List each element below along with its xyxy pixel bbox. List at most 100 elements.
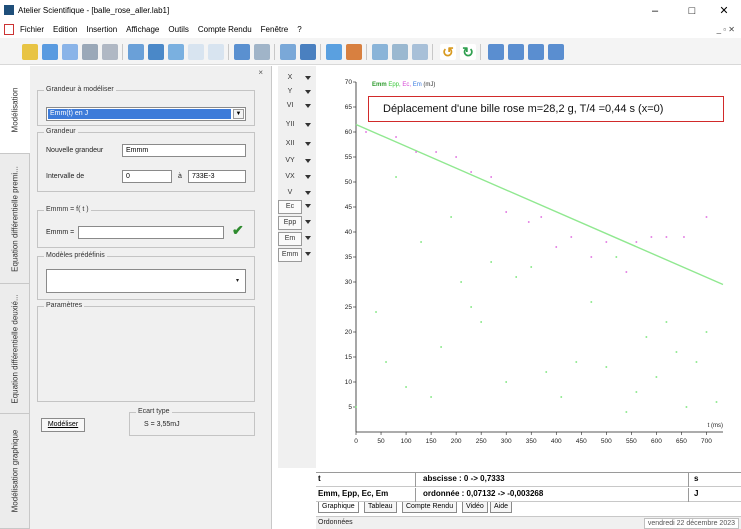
window4-icon[interactable] [548, 44, 564, 60]
tab-modelisation[interactable]: Modélisation [0, 66, 30, 154]
chevron-down-icon[interactable] [305, 104, 311, 108]
undo-icon[interactable]: ↺ [440, 44, 456, 60]
menu-insertion[interactable]: Insertion [86, 25, 118, 34]
epp-point [480, 321, 482, 323]
chevron-down-icon[interactable] [305, 76, 311, 80]
variable-emm[interactable]: Emm [278, 248, 316, 262]
minimize-button[interactable]: – [651, 5, 659, 17]
variable-vx[interactable]: VX [278, 171, 316, 185]
chevron-down-icon[interactable] [305, 236, 311, 240]
tab-video[interactable]: Vidéo [462, 502, 488, 513]
open-icon[interactable] [22, 44, 38, 60]
tool-icon[interactable] [346, 44, 362, 60]
epp-point [545, 371, 548, 373]
modeliser-button[interactable]: Modéliser [41, 418, 85, 432]
tab-equation-premier-ordre[interactable]: Equation différentielle premi... [0, 154, 30, 284]
chevron-down-icon[interactable] [305, 204, 311, 208]
chart-svg[interactable]: 0 50 100 150 200 250 300 350 400 450 500 550 600 650 7… [318, 66, 741, 468]
y-range: ordonnée : 0,07132 -> -0,003268 [423, 489, 544, 498]
menu-compte-rendu[interactable]: Compte Rendu [197, 25, 252, 34]
equation-group: Emmm = f( t ) Emmm = ✔ [37, 206, 255, 248]
graph-icon[interactable] [148, 44, 164, 60]
menu-fenetre[interactable]: Fenêtre [260, 25, 289, 34]
tab-tableau[interactable]: Tableau [364, 502, 397, 513]
window2-icon[interactable] [508, 44, 524, 60]
chevron-down-icon[interactable] [305, 252, 311, 256]
equation-field[interactable] [78, 226, 224, 239]
table-icon[interactable] [234, 44, 250, 60]
menu-edition[interactable]: Edition [53, 25, 78, 34]
close-button[interactable]: ✕ [719, 5, 729, 17]
list-icon[interactable] [300, 44, 316, 60]
refresh-icon[interactable]: ↻ [460, 44, 476, 60]
y-tick-label: 25 [345, 304, 353, 311]
chevron-down-icon[interactable] [305, 159, 311, 163]
integrate-icon[interactable] [208, 44, 224, 60]
derive-icon[interactable] [188, 44, 204, 60]
mdi-controls[interactable]: _ ▫ ✕ [716, 25, 735, 34]
chart-icon[interactable] [280, 44, 296, 60]
status-bar: Ordonnées Ab vendredi 22 décembre 2023 [316, 516, 741, 529]
y-tick-label: 35 [345, 254, 353, 261]
window3-icon[interactable] [528, 44, 544, 60]
chevron-down-icon[interactable] [305, 123, 311, 127]
ec-point [605, 241, 608, 243]
variable-ec[interactable]: Ec [278, 200, 316, 214]
chevron-down-icon[interactable] [305, 191, 311, 195]
grid-icon[interactable] [254, 44, 270, 60]
menu-outils[interactable]: Outils [168, 25, 189, 34]
ec-point [505, 211, 508, 213]
chevron-down-icon[interactable] [305, 220, 311, 224]
tab-aide[interactable]: Aide [490, 502, 513, 513]
chevron-down-icon[interactable] [305, 142, 311, 146]
variable-xii[interactable]: XII [278, 138, 316, 152]
maximize-button[interactable]: □ [688, 5, 696, 17]
variable-x[interactable]: X [278, 72, 316, 86]
chevron-down-icon[interactable]: ▼ [233, 109, 244, 119]
save-icon[interactable] [62, 44, 78, 60]
ec-point [527, 221, 530, 223]
document-icon[interactable] [4, 24, 14, 35]
menu-fichier[interactable]: Fichier [20, 25, 45, 34]
chevron-down-icon[interactable] [305, 175, 311, 179]
predefined-select[interactable] [46, 269, 246, 293]
new-icon[interactable] [42, 44, 58, 60]
variable-v[interactable]: V [278, 187, 316, 201]
variable-vy[interactable]: VY [278, 155, 316, 169]
ec-point [625, 271, 628, 273]
chevron-down-icon[interactable]: ▾ [236, 278, 240, 284]
video-icon[interactable] [372, 44, 388, 60]
grandeur-select[interactable]: Emm(t) en J ▼ [46, 107, 246, 121]
chevron-down-icon[interactable] [305, 90, 311, 94]
nouvelle-grandeur-field[interactable]: Emmm [122, 144, 246, 157]
menu-affichage[interactable]: Affichage [126, 25, 160, 34]
tab-equation-deuxieme-ordre[interactable]: Equation différentielle deuxié... [0, 284, 30, 414]
panel-close-icon[interactable]: × [258, 68, 263, 77]
x-tick-label: 0 [354, 438, 358, 445]
graph-area[interactable]: 0 50 100 150 200 250 300 350 400 450 500 550 600 650 7… [318, 66, 741, 468]
fit-icon[interactable] [168, 44, 184, 60]
variable-y[interactable]: Y [278, 86, 316, 100]
curve-icon[interactable] [128, 44, 144, 60]
window1-icon[interactable] [488, 44, 504, 60]
intervalle-from-field[interactable]: 0 [122, 170, 172, 183]
measure-icon[interactable] [392, 44, 408, 60]
epp-point [470, 306, 472, 308]
tab-graphique[interactable]: Graphique [318, 502, 359, 513]
print-icon[interactable] [82, 44, 98, 60]
menu-help[interactable]: ? [297, 25, 302, 34]
tab-modelisation-graphique[interactable]: Modélisation graphique [0, 414, 30, 529]
tab-compte-rendu[interactable]: Compte Rendu [402, 502, 458, 513]
intervalle-to-field[interactable]: 733E-3 [188, 170, 246, 183]
variable-epp[interactable]: Epp [278, 216, 316, 230]
variable-yii[interactable]: YII [278, 119, 316, 133]
diamond-icon[interactable] [326, 44, 342, 60]
camera-icon[interactable] [412, 44, 428, 60]
variable-vi[interactable]: VI [278, 100, 316, 114]
grandeur-details-group: Grandeur Nouvelle grandeur Emmm Interval… [37, 128, 255, 192]
check-icon[interactable]: ✔ [232, 222, 244, 238]
print-preview-icon[interactable] [102, 44, 118, 60]
variable-list: X Y VI YII XII VY VX V Ec Epp Em Emm [278, 66, 316, 468]
epp-point [490, 261, 492, 263]
variable-em[interactable]: Em [278, 232, 316, 246]
